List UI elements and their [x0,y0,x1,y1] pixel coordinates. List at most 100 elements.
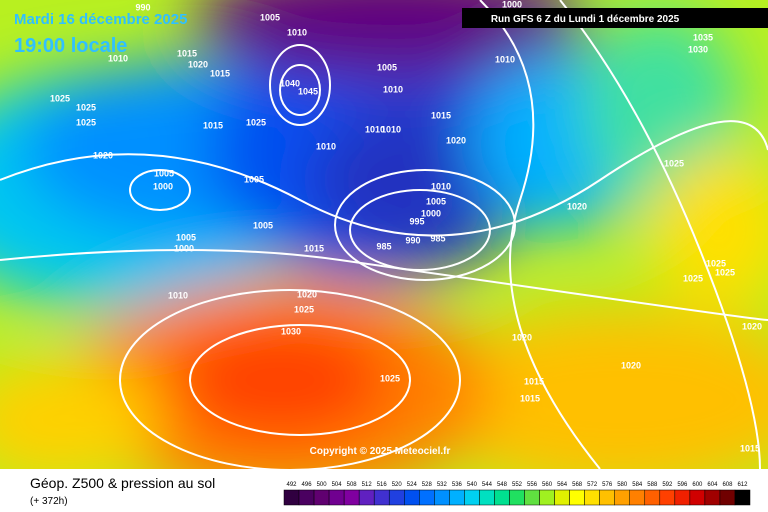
isobar-label: 1030 [281,326,301,336]
scale-swatch [449,489,465,506]
footer-lead: (+ 372h) [30,496,68,507]
scale-label: 604 [707,482,718,488]
isobar-label: 1015 [740,443,760,453]
isobar-label: 1010 [168,290,188,300]
isobar-label: 1010 [108,53,128,63]
isobar-label: 1020 [93,150,113,160]
scale-swatch [629,489,646,506]
isobar-label: 1000 [174,243,194,253]
scale-swatch [554,489,570,506]
scale-label: 592 [662,482,673,488]
scale-label: 568 [572,482,583,488]
isobar-label: 1020 [742,321,762,331]
scale-label: 608 [722,482,733,488]
isobar-label: 1010 [316,141,336,151]
scale-label: 492 [287,482,298,488]
scale-label: 512 [362,482,373,488]
scale-label: 524 [407,482,418,488]
isobar-label: 1010 [287,27,307,37]
scale-swatch [509,489,525,506]
scale-swatch [674,489,691,506]
isobar-label: 1020 [188,59,208,69]
scale-swatch [434,489,450,506]
isobar-label: 1020 [567,201,587,211]
isobar-label: 1005 [154,168,174,178]
isobar-label: 1025 [50,93,70,103]
isobar-label: 985 [376,241,391,251]
scale-swatch [659,489,676,506]
isobar-label: 1020 [297,289,317,299]
isobar-label: 1005 [426,196,446,206]
isobar-label: 1015 [431,110,451,120]
scale-swatch [479,489,495,506]
scale-swatch [388,489,405,506]
scale-swatch [719,489,736,506]
isobar-label: 1045 [298,86,318,96]
date: Mardi 16 décembre 2025 [14,11,187,28]
copyright: Copyright © 2025 Meteociel.fr [310,446,451,457]
isobar-label: 1010 [365,124,385,134]
scale-label: 588 [647,482,658,488]
isobar-label: 1015 [210,68,230,78]
isobar-label: 990 [405,235,420,245]
scale-label: 504 [332,482,343,488]
scale-label: 536 [452,482,463,488]
isobar-label: 1010 [381,124,401,134]
scale-label: 612 [737,482,748,488]
scale-swatch [283,489,300,506]
isobar-label: 1015 [524,376,544,386]
isobar-label: 1020 [512,332,532,342]
isobar-label: 1025 [380,373,400,383]
isobars [0,0,768,469]
scale-swatch [328,489,345,506]
isobar-label: 1025 [246,117,266,127]
scale-label: 600 [692,482,703,488]
scale-swatch [419,489,435,506]
scale-label: 552 [512,482,523,488]
scale-label: 580 [617,482,628,488]
run: Run GFS 6 Z du Lundi 1 décembre 2025 [491,14,680,25]
scale-swatch [494,489,510,506]
scale-swatch [644,489,661,506]
isobar-label: 1025 [294,304,314,314]
scale-label: 508 [347,482,358,488]
isobar-label: 1025 [76,102,96,112]
map-field [0,0,768,469]
scale-label: 528 [422,482,433,488]
scale-swatch [614,489,630,506]
scale-swatch [404,489,420,506]
scale-swatch [569,489,585,506]
isobar-label: 1000 [153,181,173,191]
isobar-label: 1035 [693,32,713,42]
isobar-label: 1020 [621,360,641,370]
scale-label: 544 [482,482,493,488]
scale-swatch [599,489,615,506]
isobar-label: 1015 [203,120,223,130]
scale-swatch [373,489,390,506]
isobar-label: 1010 [431,181,451,191]
scale-label: 540 [467,482,478,488]
isobar-label: 1005 [253,220,273,230]
isobar-label: 1025 [683,273,703,283]
isobar-label: 1015 [304,243,324,253]
isobar-label: 990 [135,2,150,12]
isobar-label: 1000 [421,208,441,218]
scale-swatch [298,489,315,506]
scale-label: 532 [437,482,448,488]
isobar-label: 1000 [502,0,522,9]
scale-swatch [524,489,540,506]
run-box [462,8,768,28]
scale-label: 496 [302,482,313,488]
scale-label: 556 [527,482,538,488]
scale-swatch [539,489,555,506]
isobar-label: 1025 [706,258,726,268]
time: 19:00 locale [14,35,127,57]
scale-label: 560 [542,482,553,488]
scale-label: 500 [317,482,328,488]
isobar-label: 1025 [715,267,735,277]
scale-swatch [584,489,600,506]
scale-swatch [343,489,360,506]
scale-label: 572 [587,482,598,488]
